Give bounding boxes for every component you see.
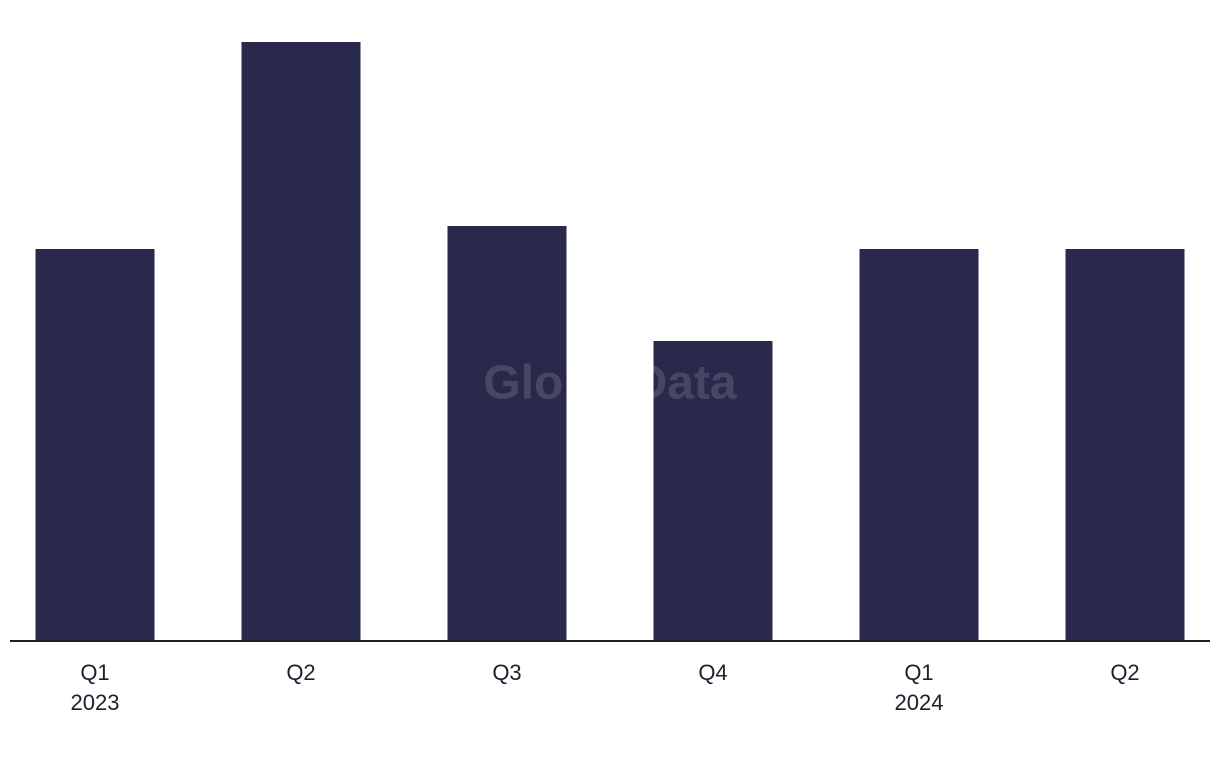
x-tick-label: Q2 <box>286 660 315 685</box>
x-tick-label: Q4 <box>698 660 727 685</box>
bar <box>447 226 567 640</box>
bar <box>241 42 361 640</box>
x-tick-label: Q3 <box>492 660 521 685</box>
x-tick-label: 2023 <box>71 690 120 715</box>
x-tick-label: 2024 <box>895 690 944 715</box>
bar <box>653 341 773 640</box>
bar <box>35 249 155 640</box>
x-tick-label: Q1 <box>80 660 109 685</box>
x-tick-label: Q1 <box>904 660 933 685</box>
watermark: GlobalData <box>483 357 737 410</box>
x-tick-label: Q2 <box>1110 660 1139 685</box>
bar <box>1065 249 1185 640</box>
bar <box>859 249 979 640</box>
